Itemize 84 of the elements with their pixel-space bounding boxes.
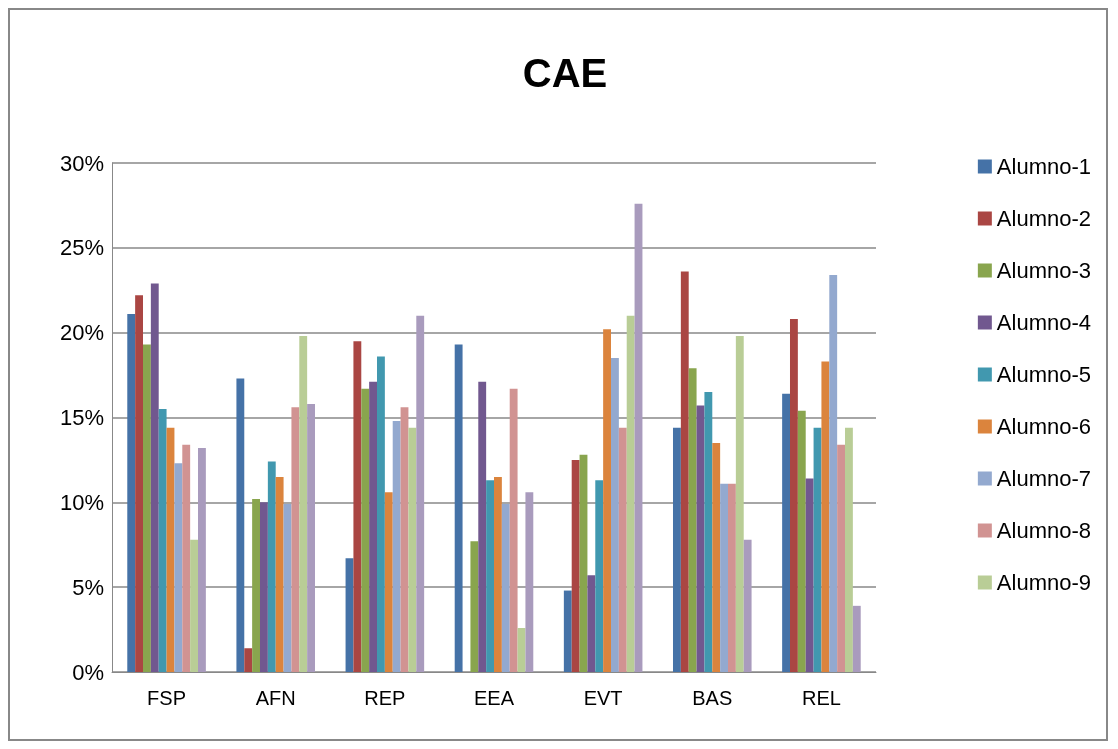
bar <box>611 358 619 672</box>
legend-label: Alumno-5 <box>996 362 1091 387</box>
bar <box>494 476 502 672</box>
bar <box>525 492 534 672</box>
bar <box>353 341 362 672</box>
x-tick-label: REL <box>801 687 841 709</box>
bar <box>299 336 308 672</box>
x-tick-label: EVT <box>583 687 623 709</box>
x-tick-label: EEA <box>473 687 515 709</box>
legend-label: Alumno-4 <box>996 310 1091 335</box>
bar <box>704 392 713 672</box>
bar <box>805 478 814 672</box>
bar <box>852 605 861 672</box>
bar <box>728 483 736 672</box>
bar <box>275 476 284 672</box>
bar <box>672 427 681 672</box>
bar <box>478 381 487 672</box>
bar <box>486 480 494 672</box>
bar <box>743 539 752 672</box>
y-tick-label: 10% <box>59 489 104 515</box>
bar <box>563 590 572 672</box>
legend-label: Alumno-9 <box>996 570 1091 595</box>
bar <box>735 336 744 672</box>
bar <box>845 427 853 672</box>
y-tick-label: 15% <box>59 405 104 430</box>
bar <box>790 319 798 672</box>
bar <box>377 356 385 672</box>
bar <box>158 409 167 672</box>
bar <box>595 480 604 672</box>
bar <box>267 461 276 672</box>
bar <box>587 575 596 672</box>
chart-title: CAE <box>522 51 608 95</box>
bar <box>470 541 479 672</box>
bar <box>501 504 510 672</box>
bar <box>244 648 253 672</box>
bar <box>174 463 183 672</box>
x-tick-label: FSP <box>147 687 187 709</box>
bar <box>392 420 401 672</box>
bar <box>782 393 790 672</box>
legend-label: Alumno-6 <box>996 414 1091 439</box>
bar <box>361 388 370 672</box>
bar <box>198 448 206 672</box>
bar <box>143 344 151 672</box>
legend-label: Alumno-7 <box>996 466 1091 491</box>
bar <box>182 444 191 672</box>
bar <box>260 502 268 672</box>
bar <box>797 410 806 672</box>
x-tick-label: BAS <box>692 687 733 709</box>
y-tick-label: 5% <box>72 574 104 600</box>
bar <box>829 274 838 672</box>
legend-label: Alumno-1 <box>996 154 1091 179</box>
bar <box>509 388 518 672</box>
y-tick-label: 25% <box>59 235 104 261</box>
legend-label: Alumno-3 <box>996 258 1091 283</box>
x-tick-label: REP <box>364 687 406 709</box>
bar <box>720 483 728 672</box>
bar <box>821 361 830 672</box>
bar <box>626 315 635 672</box>
bar <box>416 315 425 672</box>
bar <box>190 539 198 672</box>
y-tick-label: 30% <box>59 150 104 176</box>
bar <box>712 442 721 672</box>
legend-label: Alumno-8 <box>996 518 1091 543</box>
bar <box>135 295 143 672</box>
y-tick-label: 0% <box>72 659 104 685</box>
bar <box>369 381 377 672</box>
y-tick-label: 20% <box>59 320 104 346</box>
bar <box>150 283 159 672</box>
bar <box>408 427 417 672</box>
bar <box>454 344 463 672</box>
bar <box>571 459 580 672</box>
x-tick-label: AFN <box>255 687 296 709</box>
bar <box>127 314 136 672</box>
bar <box>618 427 627 672</box>
bar <box>307 403 316 672</box>
bar <box>252 498 260 672</box>
bar <box>384 492 393 672</box>
bar <box>236 378 245 672</box>
bar <box>680 271 689 672</box>
bar <box>603 329 611 672</box>
bar <box>688 368 697 672</box>
bar <box>291 407 300 672</box>
bar <box>837 444 845 672</box>
legend-label: Alumno-2 <box>996 206 1091 231</box>
